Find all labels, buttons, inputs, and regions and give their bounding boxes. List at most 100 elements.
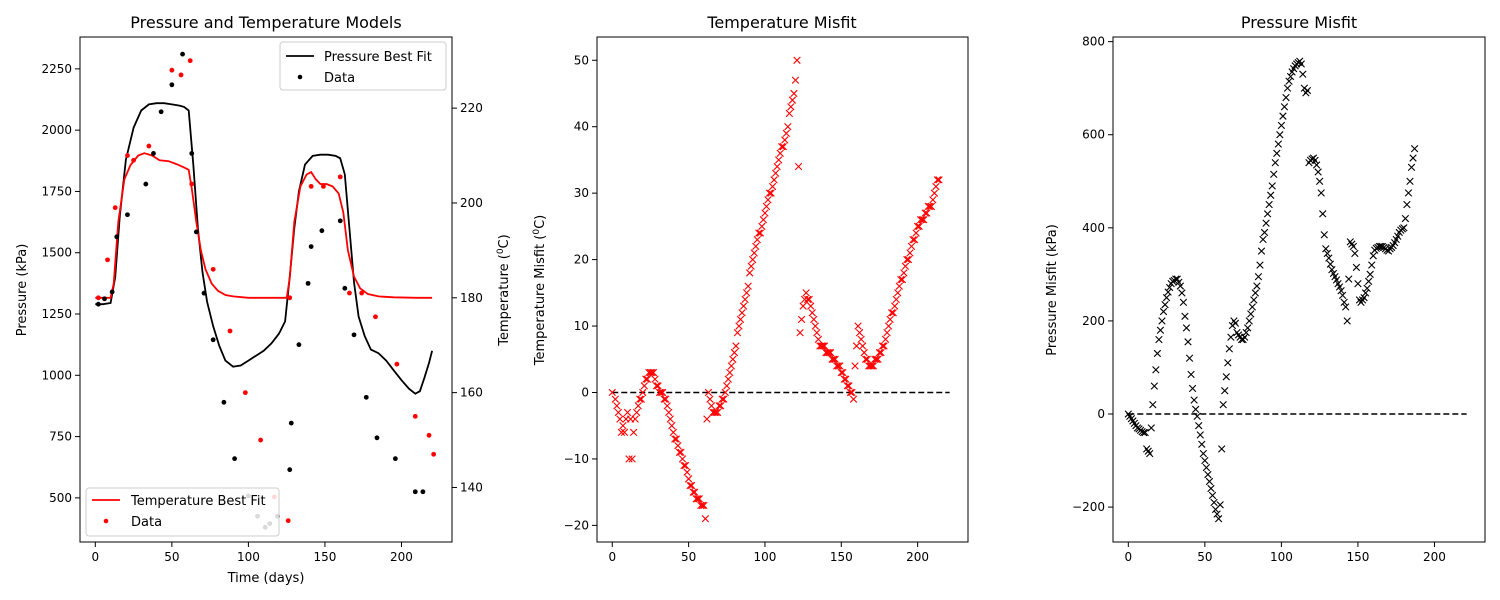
misfit-point xyxy=(1179,298,1188,306)
misfit-point xyxy=(684,475,693,483)
plot-area-frame xyxy=(1112,36,1486,543)
misfit-point xyxy=(1196,431,1204,439)
misfit-point xyxy=(750,249,758,257)
misfit-point xyxy=(721,388,729,397)
misfit-point xyxy=(1260,228,1269,237)
temperature-data-point xyxy=(112,205,118,211)
misfit-point xyxy=(794,162,803,171)
x-tick-label: 100 xyxy=(753,550,776,564)
y2-tick-label: 200 xyxy=(460,196,483,210)
misfit-point xyxy=(620,428,629,437)
misfit-point xyxy=(920,216,928,224)
pressure-data-point xyxy=(308,244,314,249)
y-axis-label: Pressure Misfit (kPa) xyxy=(1045,224,1060,356)
pressure-data-point xyxy=(221,399,227,405)
x-axis-label: Time (days) xyxy=(227,571,305,586)
misfit-point xyxy=(744,282,752,290)
misfit-point xyxy=(862,355,870,363)
legend-pressure: Pressure Best Fit Data xyxy=(279,41,447,91)
misfit-point xyxy=(710,408,719,417)
misfit-point xyxy=(860,348,868,357)
misfit-point xyxy=(889,309,897,317)
misfit-point xyxy=(1242,328,1250,337)
x-tick-label: 150 xyxy=(313,550,336,564)
misfit-point xyxy=(762,202,771,211)
misfit-point xyxy=(1335,283,1344,291)
misfit-point xyxy=(1319,210,1327,218)
misfit-point xyxy=(926,202,934,211)
pressure-data-point xyxy=(201,290,207,296)
misfit-point xyxy=(933,176,942,184)
misfit-point xyxy=(1279,112,1287,120)
misfit-point xyxy=(785,109,794,118)
y2-axis-label: Temperature (0C) xyxy=(496,234,512,346)
misfit-point xyxy=(623,408,632,417)
misfit-point xyxy=(1314,168,1322,176)
misfit-point xyxy=(660,395,668,403)
misfit-point xyxy=(1366,270,1374,279)
misfit-point xyxy=(1219,401,1227,409)
misfit-point xyxy=(672,435,681,443)
misfit-point xyxy=(1311,156,1319,165)
misfit-point xyxy=(875,348,884,357)
temperature-data-point xyxy=(321,183,326,189)
misfit-point xyxy=(813,329,821,337)
misfit-point xyxy=(892,295,900,304)
misfit-point xyxy=(858,342,867,350)
misfit-point xyxy=(842,375,850,383)
misfit-point xyxy=(680,461,688,470)
y-tick-label: 0 xyxy=(1097,407,1105,421)
misfit-point xyxy=(1222,373,1230,381)
misfit-point xyxy=(756,229,765,237)
x-tick-label: 200 xyxy=(1423,550,1446,564)
y2-tick-label: 220 xyxy=(460,101,483,115)
misfit-point xyxy=(1352,263,1361,272)
misfit-point xyxy=(836,362,844,370)
misfit-point xyxy=(1210,498,1218,507)
y-tick-label: 30 xyxy=(574,186,589,200)
misfit-point xyxy=(1317,189,1325,197)
misfit-point xyxy=(1162,293,1171,302)
misfit-point xyxy=(894,289,902,297)
misfit-point xyxy=(1190,396,1198,404)
misfit-point xyxy=(834,362,842,370)
misfit-point xyxy=(1282,93,1290,102)
misfit-point xyxy=(1360,293,1368,302)
y-tick-label: 500 xyxy=(49,491,72,505)
y-tick-label: 20 xyxy=(574,253,589,267)
legend-swatch-pressure-data xyxy=(297,74,303,80)
misfit-point xyxy=(727,362,736,370)
misfit-point xyxy=(1406,177,1414,185)
misfit-point xyxy=(639,388,647,397)
misfit-point xyxy=(1315,177,1324,185)
x-tick-label: 50 xyxy=(1197,550,1212,564)
misfit-point xyxy=(681,461,690,470)
misfit-point xyxy=(735,322,743,330)
pressure-data-point xyxy=(363,394,369,400)
misfit-point xyxy=(697,501,705,510)
misfit-point xyxy=(651,375,659,383)
misfit-point xyxy=(1410,145,1419,153)
misfit-point xyxy=(1182,324,1191,332)
misfit-point xyxy=(857,335,865,344)
misfit-point xyxy=(1271,158,1279,167)
axis-ticks: 0 50 100 150 200 −200 0 200 400 600 800 xyxy=(1072,35,1446,564)
temperature-data-point xyxy=(131,157,136,163)
misfit-point xyxy=(649,368,658,377)
legend-label-pressure-fit: Pressure Best Fit xyxy=(324,50,432,65)
misfit-point xyxy=(828,355,836,363)
y-tick-label: 1500 xyxy=(41,246,72,260)
pressure-data-point xyxy=(374,435,380,441)
misfit-point xyxy=(770,176,778,184)
legend-label-temperature-data: Data xyxy=(131,515,162,530)
misfit-point xyxy=(637,395,645,403)
misfit-point xyxy=(793,56,801,64)
misfit-point xyxy=(837,368,845,377)
pressure-data-point xyxy=(109,289,115,295)
y-tick-label: 2000 xyxy=(41,123,72,137)
misfit-point xyxy=(619,422,627,430)
misfit-point xyxy=(1188,384,1197,393)
misfit-point xyxy=(814,335,823,344)
misfit-point xyxy=(790,89,798,98)
